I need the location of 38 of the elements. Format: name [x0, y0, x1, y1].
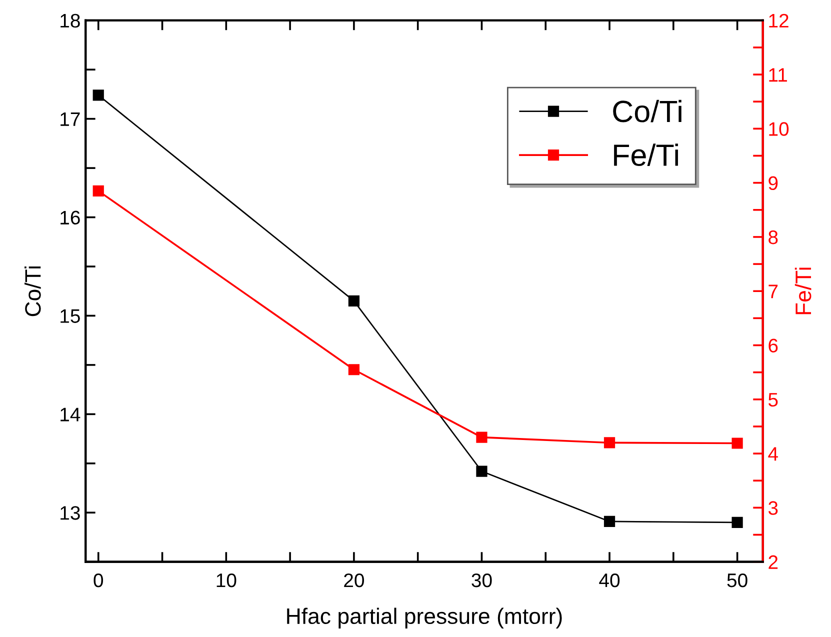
point — [732, 438, 743, 449]
y-tick-label: 18 — [60, 14, 80, 28]
legend-label: Fe/Ti — [614, 144, 678, 166]
y2-tick-label: 6 — [768, 338, 778, 352]
point — [92, 90, 104, 101]
point — [348, 364, 360, 376]
x-tick-label: 50 — [727, 573, 748, 588]
point — [476, 466, 488, 477]
y-tick-label: 16 — [60, 210, 80, 225]
y-tick-label: 15 — [60, 309, 80, 323]
y2-tick-label: 10 — [769, 122, 789, 136]
y2-tick-label: 12 — [769, 14, 788, 28]
y2-tick-label: 3 — [768, 501, 778, 515]
point — [92, 185, 104, 196]
x-axis-title: Hfac partial pressure (mtorr) — [287, 608, 562, 628]
point — [732, 516, 743, 528]
y-tick-label: 17 — [60, 112, 80, 126]
x-tick-label: 40 — [599, 573, 620, 588]
x-tick-label: 10 — [216, 573, 236, 588]
point — [476, 432, 488, 443]
y2-tick-label: 11 — [769, 68, 787, 82]
x-tick-label: 0 — [94, 573, 104, 588]
point — [348, 295, 360, 307]
y2-tick-label: 7 — [768, 284, 778, 298]
y2-tick-label: 8 — [768, 230, 778, 244]
y2-tick-label: 4 — [768, 447, 778, 461]
point — [604, 437, 616, 448]
y2-axis-title: Fe/Ti — [794, 268, 812, 314]
y2-tick-label: 5 — [768, 393, 778, 407]
x-tick-label: 20 — [344, 573, 364, 588]
y2-tick-label: 9 — [768, 176, 778, 190]
y2-tick-label: 2 — [768, 555, 778, 569]
y-tick-label: 14 — [60, 408, 80, 422]
y-axis-title: Co/Ti — [24, 266, 41, 316]
x-tick-label: 30 — [472, 573, 492, 588]
point — [604, 516, 616, 528]
legend-label: Co/Ti — [613, 100, 682, 122]
y-tick-label: 13 — [60, 506, 80, 520]
